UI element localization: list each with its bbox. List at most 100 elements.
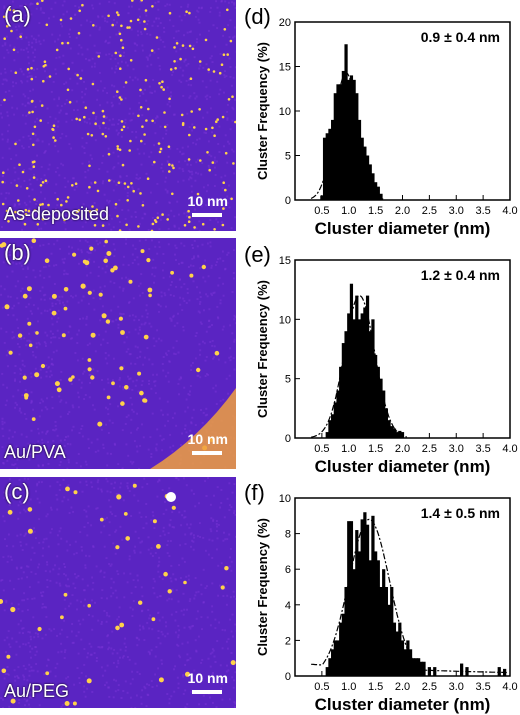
bar [355, 93, 359, 200]
bar [382, 390, 386, 438]
particle [28, 343, 33, 348]
particle [129, 59, 133, 62]
particle [104, 135, 108, 138]
particle [139, 390, 144, 396]
particle [45, 671, 50, 676]
particle [27, 507, 33, 512]
x-axis-label: Cluster diameter (nm) [315, 457, 491, 476]
particle [116, 214, 119, 218]
particle [222, 181, 225, 184]
particle [151, 617, 156, 622]
y-tick-label: 4 [285, 600, 291, 612]
x-tick-label: 2.0 [395, 443, 410, 455]
bar [355, 295, 359, 438]
bar [365, 524, 370, 676]
particle [103, 258, 108, 264]
particle [37, 626, 42, 632]
particle [2, 171, 5, 174]
particle [151, 119, 154, 123]
bar [349, 283, 354, 438]
particle [17, 333, 23, 338]
particle [86, 132, 90, 136]
particle [76, 73, 79, 77]
particle [78, 118, 82, 122]
particle [193, 126, 196, 129]
particle [230, 660, 236, 666]
particle [188, 133, 191, 137]
bar [403, 649, 407, 676]
particle [147, 287, 153, 293]
bar [336, 390, 340, 438]
bar [365, 295, 370, 438]
bar [371, 515, 375, 676]
bar [357, 119, 362, 200]
particle [167, 145, 171, 148]
mean-size-annotation: 0.9 ± 0.4 nm [421, 29, 500, 45]
micrograph-au-pva: (b) Au/PVA 10 nm [0, 238, 236, 469]
y-axis-label: Cluster Frequency (%) [255, 42, 270, 180]
particle [114, 51, 118, 55]
particle [160, 85, 163, 89]
particle [119, 366, 124, 371]
bar [349, 521, 354, 676]
particle [224, 151, 228, 155]
y-tick-label: 0 [285, 671, 291, 683]
histogram-d: 0.5 1.0 1.5 2.0 2.5 3.0 3.5 4.0 0 5 10 15 20 Cluster … [240, 0, 520, 238]
x-tick-label: 4.0 [502, 681, 517, 693]
particle [72, 252, 77, 257]
particle [128, 26, 131, 29]
particle [124, 385, 129, 390]
x-tick-label: 3.5 [475, 205, 490, 217]
particle [24, 395, 29, 400]
particle [181, 123, 185, 127]
particle [163, 125, 167, 129]
particle [141, 204, 145, 207]
particle [224, 188, 227, 192]
particle [94, 122, 97, 125]
particle [105, 319, 111, 324]
particle [120, 401, 125, 406]
particle [36, 2, 39, 5]
particle [216, 118, 219, 121]
bar [433, 667, 437, 676]
bar [352, 319, 356, 438]
particle [156, 544, 161, 549]
particle [36, 223, 40, 226]
particle [131, 0, 134, 2]
bar [325, 667, 329, 676]
particle [19, 35, 23, 38]
bar [325, 432, 329, 438]
particle [139, 192, 142, 195]
bar [355, 530, 359, 676]
particle [45, 23, 49, 27]
particle [97, 421, 103, 427]
y-tick-label: 15 [279, 255, 291, 267]
particle [120, 24, 123, 28]
particle [101, 109, 105, 113]
y-tick-label: 8 [285, 529, 291, 541]
y-tick-label: 0 [285, 433, 291, 445]
micrograph-image-a [0, 0, 236, 231]
particle [63, 287, 69, 292]
particle [33, 125, 37, 129]
particle [26, 286, 32, 292]
particle [23, 222, 27, 226]
particle [101, 224, 105, 227]
micrograph-au-peg: (c) Au/PEG 10 nm [0, 477, 236, 708]
particle [158, 150, 162, 154]
particle [43, 60, 47, 63]
x-tick-label: 1.5 [368, 205, 383, 217]
particle [169, 68, 173, 71]
particle [187, 158, 191, 161]
bar [357, 319, 362, 438]
particle [168, 170, 171, 173]
scale-bar-b [192, 451, 222, 455]
particle [168, 97, 171, 101]
particle [39, 119, 42, 122]
particle [1, 202, 5, 206]
particle [196, 367, 201, 373]
micrograph-image-b [0, 238, 236, 469]
particle [120, 128, 124, 132]
bar [331, 119, 335, 200]
particle [56, 387, 62, 393]
